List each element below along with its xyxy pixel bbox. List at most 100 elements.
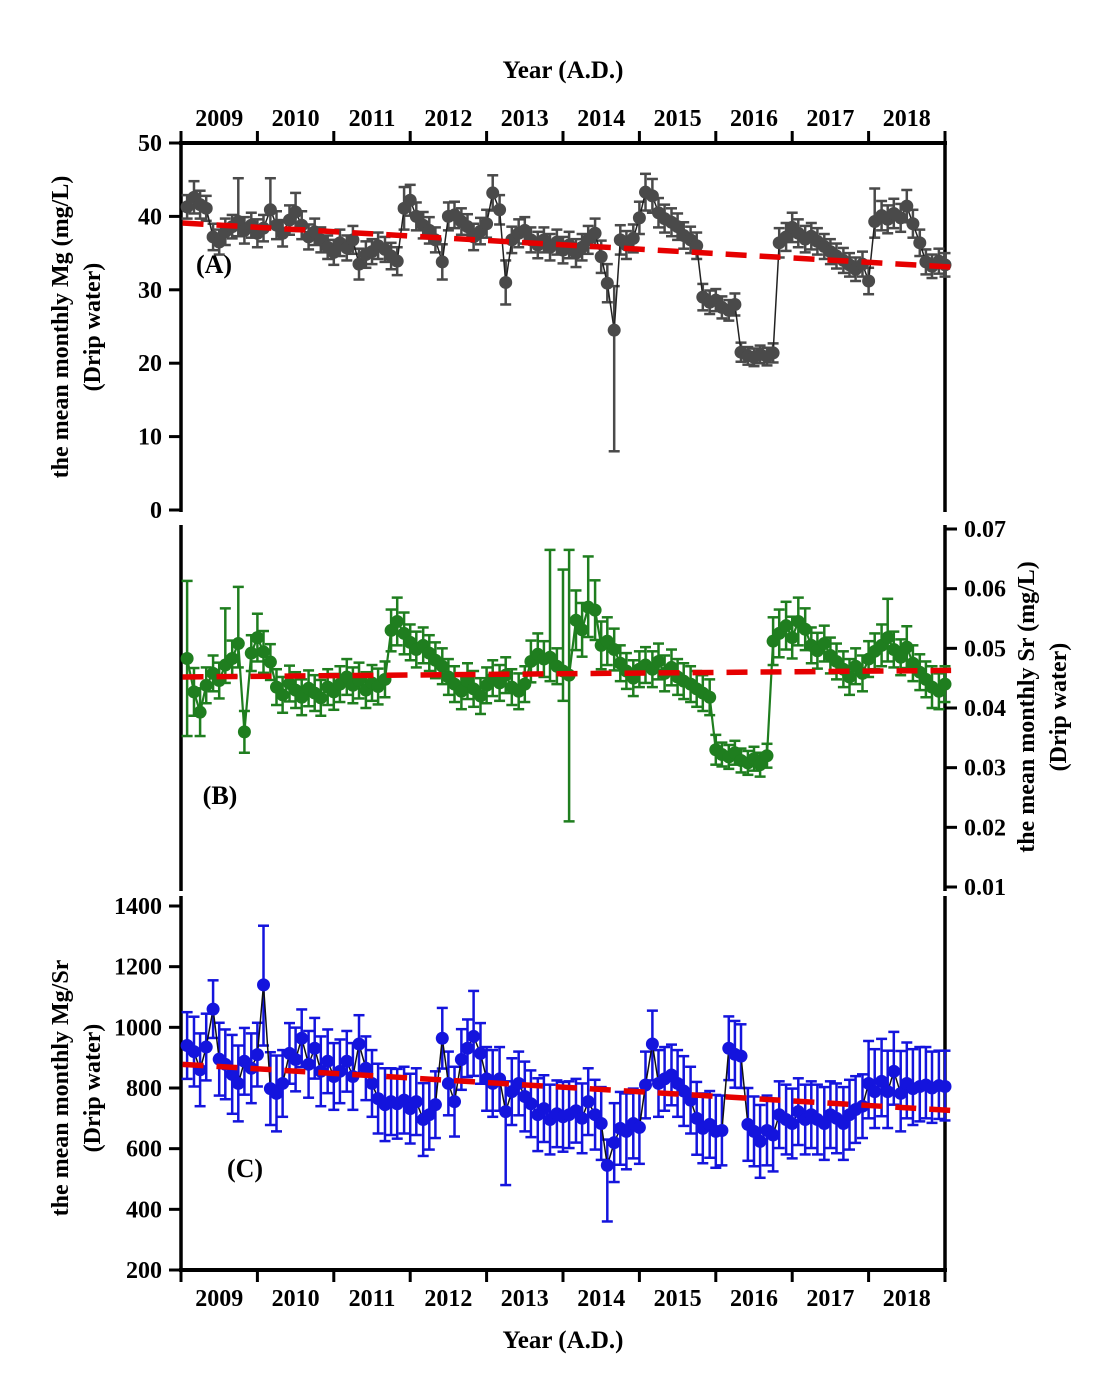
- data-point: [607, 643, 621, 657]
- panel-c-y-axis-title: the mean monthly Mg/Sr: [48, 959, 74, 1216]
- y-tick-label: 0.06: [964, 577, 1006, 603]
- data-point: [537, 1102, 551, 1116]
- x-tick-label: 2010: [272, 106, 320, 132]
- data-point: [289, 1052, 303, 1066]
- data-point: [607, 323, 621, 337]
- data-point: [295, 1031, 309, 1045]
- data-point: [321, 1054, 335, 1068]
- data-point: [428, 1098, 442, 1112]
- data-point: [785, 631, 799, 645]
- data-point: [250, 631, 264, 645]
- data-point: [403, 193, 417, 207]
- y-tick-label: 10: [138, 425, 162, 451]
- data-point: [652, 654, 665, 668]
- data-point: [340, 1054, 354, 1068]
- data-point: [187, 1045, 201, 1059]
- data-point: [276, 688, 290, 702]
- data-point: [875, 1074, 889, 1088]
- panel-c-label: (C): [227, 1154, 263, 1183]
- panel-b-label: (B): [203, 781, 238, 810]
- y-tick-label: 1200: [114, 955, 162, 981]
- data-point: [454, 684, 468, 698]
- x-tick-label: 2012: [424, 106, 472, 132]
- data-point: [524, 1097, 538, 1111]
- data-point: [365, 1076, 379, 1090]
- data-point: [435, 659, 449, 673]
- data-point: [690, 239, 704, 253]
- panel-a-y-axis-title-line2: (Drip water): [80, 263, 106, 392]
- data-point: [206, 1002, 220, 1016]
- data-point: [734, 1049, 748, 1063]
- y-tick-label: 800: [126, 1076, 162, 1102]
- data-point: [276, 1076, 290, 1090]
- data-point: [187, 685, 201, 699]
- data-point: [454, 1052, 468, 1066]
- data-point: [887, 1064, 901, 1078]
- panel-a-data-points: [180, 185, 952, 364]
- data-point: [881, 1085, 895, 1099]
- data-point: [359, 1061, 373, 1075]
- data-point: [302, 1057, 316, 1071]
- data-point: [753, 1134, 767, 1148]
- data-point: [881, 631, 895, 645]
- data-point: [600, 1158, 614, 1172]
- y-tick-label: 40: [138, 204, 162, 230]
- data-point: [270, 1086, 283, 1100]
- x-tick-label: 2017: [806, 1286, 854, 1312]
- data-point: [352, 1037, 366, 1051]
- x-tick-label: 2015: [654, 106, 702, 132]
- panel-a-label: (A): [196, 250, 232, 279]
- data-point: [766, 1128, 780, 1142]
- data-point: [409, 1095, 423, 1109]
- y-tick-label: 1000: [114, 1015, 162, 1041]
- data-point: [314, 691, 328, 705]
- data-point: [600, 276, 614, 290]
- data-point: [499, 275, 513, 289]
- data-point: [594, 1116, 608, 1130]
- data-point: [180, 200, 194, 214]
- y-tick-label: 0.03: [964, 756, 1006, 782]
- data-point: [862, 274, 876, 288]
- data-point: [250, 1048, 264, 1062]
- data-point: [588, 603, 602, 617]
- x-tick-label: 2016: [730, 1286, 778, 1312]
- data-point: [422, 1108, 436, 1122]
- x-tick-label: 2013: [501, 106, 549, 132]
- x-tick-label: 2009: [195, 1286, 243, 1312]
- data-point: [237, 725, 251, 739]
- data-point: [518, 677, 532, 691]
- y-tick-label: 600: [126, 1137, 162, 1163]
- y-tick-label: 0.07: [964, 517, 1006, 543]
- data-point: [199, 678, 213, 692]
- data-point: [690, 1111, 704, 1125]
- top-axis-title: Year (A.D.): [502, 57, 623, 84]
- data-point: [461, 220, 474, 234]
- data-point: [308, 1041, 322, 1055]
- data-point: [703, 690, 717, 704]
- y-tick-label: 400: [126, 1197, 162, 1223]
- panel-a-y-axis-title: the mean monthly Mg (mg/L): [48, 176, 74, 479]
- data-point: [906, 656, 920, 670]
- data-point: [779, 619, 793, 633]
- y-tick-label: 0.01: [964, 875, 1006, 901]
- x-tick-label: 2014: [577, 1286, 625, 1312]
- data-point: [467, 1029, 481, 1043]
- y-tick-label: 50: [138, 131, 162, 157]
- x-tick-label: 2012: [424, 1286, 472, 1312]
- data-point: [493, 203, 507, 217]
- data-point: [448, 1095, 462, 1109]
- data-point: [868, 1085, 882, 1099]
- data-point: [753, 758, 767, 772]
- panel-c: 2009 2010 2011 2012 2013 2014 2015 2016 2017 2018…: [114, 894, 952, 1312]
- data-point: [225, 651, 239, 665]
- data-point: [231, 1076, 245, 1090]
- x-tick-label: 2009: [195, 106, 243, 132]
- data-point: [894, 211, 908, 225]
- data-point: [193, 705, 207, 719]
- data-point: [263, 655, 277, 669]
- y-tick-label: 20: [138, 351, 162, 377]
- data-point: [779, 230, 793, 244]
- x-tick-label: 2011: [349, 106, 396, 132]
- y-tick-label: 0.02: [964, 815, 1006, 841]
